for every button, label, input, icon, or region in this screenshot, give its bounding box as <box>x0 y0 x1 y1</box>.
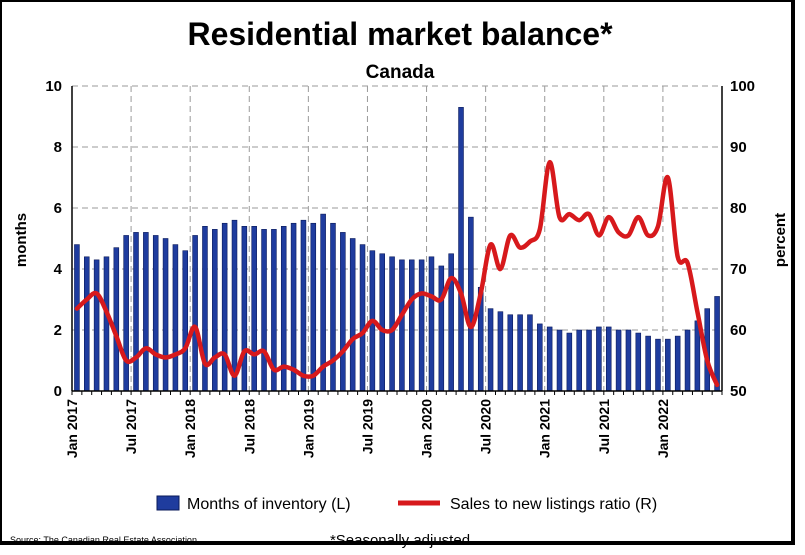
bar-inventory <box>123 235 129 392</box>
bar-inventory <box>507 314 514 392</box>
bar-inventory <box>379 253 385 392</box>
y-tick-right-label: 80 <box>730 200 747 217</box>
bar-inventory <box>340 232 346 392</box>
tick-labels: 0 2 4 6 8 10 50 60 70 80 90 100 Jan 2017 Jul 2017 Jan … <box>45 78 755 458</box>
bar-inventory <box>93 259 100 392</box>
bar-inventory <box>221 222 228 392</box>
y-tick-left-label: 8 <box>54 139 62 156</box>
chart-subtitle: Canada <box>366 62 435 83</box>
bar-inventory <box>113 247 120 392</box>
line-snlr <box>74 159 720 388</box>
bar-inventory <box>458 107 464 392</box>
y-tick-right-label: 50 <box>730 383 747 400</box>
y-tick-left-label: 10 <box>45 78 62 95</box>
x-tick-label: Jul 2019 <box>359 399 375 454</box>
bar-inventory <box>231 219 238 392</box>
bar-inventory <box>74 244 80 392</box>
source-note: Source: The Canadian Real Estate Associa… <box>10 535 197 545</box>
bar-inventory <box>251 226 257 392</box>
bar-inventory <box>615 329 622 392</box>
bar-inventory <box>212 229 218 392</box>
x-tick-label: Jul 2017 <box>123 399 139 454</box>
bar-inventory <box>448 253 454 392</box>
bar-inventory <box>310 222 317 392</box>
y-tick-right-label: 60 <box>730 322 747 339</box>
y-tick-right-label: 100 <box>730 78 755 95</box>
bar-inventory <box>665 338 671 392</box>
legend-label-snlr: Sales to new listings ratio (R) <box>450 496 657 513</box>
bar-inventory <box>84 256 90 392</box>
bar-inventory <box>556 329 563 392</box>
bar-inventory <box>300 219 307 392</box>
bar-inventory <box>468 216 474 392</box>
bar-inventory <box>152 235 159 392</box>
gridlines <box>72 85 722 391</box>
x-tick-label: Jan 2022 <box>655 399 671 458</box>
legend: Months of inventory (L) Sales to new lis… <box>156 495 657 513</box>
bar-inventory <box>625 329 632 392</box>
bar-inventory <box>192 235 198 392</box>
y-tick-right-label: 70 <box>730 261 747 278</box>
x-tick-label: Jul 2018 <box>241 399 257 454</box>
bar-inventory <box>399 259 405 392</box>
x-tick-label: Jan 2017 <box>64 399 80 458</box>
bar-inventory <box>537 323 543 392</box>
bar-inventory <box>428 256 435 392</box>
y-axis-left-title: months <box>13 213 30 267</box>
bar-inventory <box>527 314 533 392</box>
bar-inventory <box>349 238 356 392</box>
axes <box>71 86 723 395</box>
bar-inventory <box>330 222 336 392</box>
bar-inventory <box>133 232 139 392</box>
bar-inventory <box>546 326 553 392</box>
y-tick-left-label: 4 <box>54 261 63 278</box>
bar-inventory <box>635 332 642 392</box>
bar-inventory <box>172 244 179 392</box>
y-tick-right-label: 90 <box>730 139 747 156</box>
x-tick-label: Jan 2020 <box>419 399 435 458</box>
bar-inventory <box>182 250 189 392</box>
line-series <box>74 159 720 388</box>
bar-inventory <box>576 329 582 392</box>
x-tick-label: Jan 2019 <box>300 399 316 458</box>
legend-label-inventory: Months of inventory (L) <box>187 496 351 513</box>
y-axis-right-title: percent <box>772 213 789 267</box>
chart-title: Residential market balance* <box>187 16 613 52</box>
bar-inventory <box>438 265 445 392</box>
bar-inventory <box>241 226 248 392</box>
bar-inventory <box>418 259 425 392</box>
y-tick-left-label: 6 <box>54 200 62 217</box>
bar-inventory <box>143 232 149 392</box>
bar-inventory <box>674 335 681 392</box>
legend-swatch-bar <box>156 495 180 511</box>
bar-inventory <box>162 238 169 392</box>
bar-inventory <box>487 308 494 392</box>
bar-inventory <box>359 244 366 392</box>
bar-inventory <box>497 311 504 392</box>
x-tick-label: Jan 2021 <box>537 399 553 458</box>
bar-inventory <box>517 314 523 392</box>
x-tick-label: Jan 2018 <box>182 399 198 458</box>
bar-inventory <box>261 229 267 392</box>
bar-inventory <box>566 332 573 392</box>
x-tick-label: Jul 2021 <box>596 399 612 454</box>
bar-inventory <box>586 329 592 392</box>
bar-inventory <box>655 338 661 392</box>
bar-series <box>74 107 720 392</box>
y-tick-left-label: 0 <box>54 383 62 400</box>
bar-inventory <box>645 335 651 392</box>
bar-inventory <box>389 256 395 392</box>
bar-inventory <box>409 259 415 392</box>
bar-inventory <box>290 222 297 392</box>
bar-inventory <box>596 326 602 392</box>
bar-inventory <box>684 329 691 392</box>
footnote: *Seasonally adjusted <box>330 532 470 549</box>
bar-inventory <box>605 326 612 392</box>
chart-frame <box>0 0 795 545</box>
x-tick-label: Jul 2020 <box>478 399 494 454</box>
bar-inventory <box>103 256 110 392</box>
y-tick-left-label: 2 <box>54 322 62 339</box>
